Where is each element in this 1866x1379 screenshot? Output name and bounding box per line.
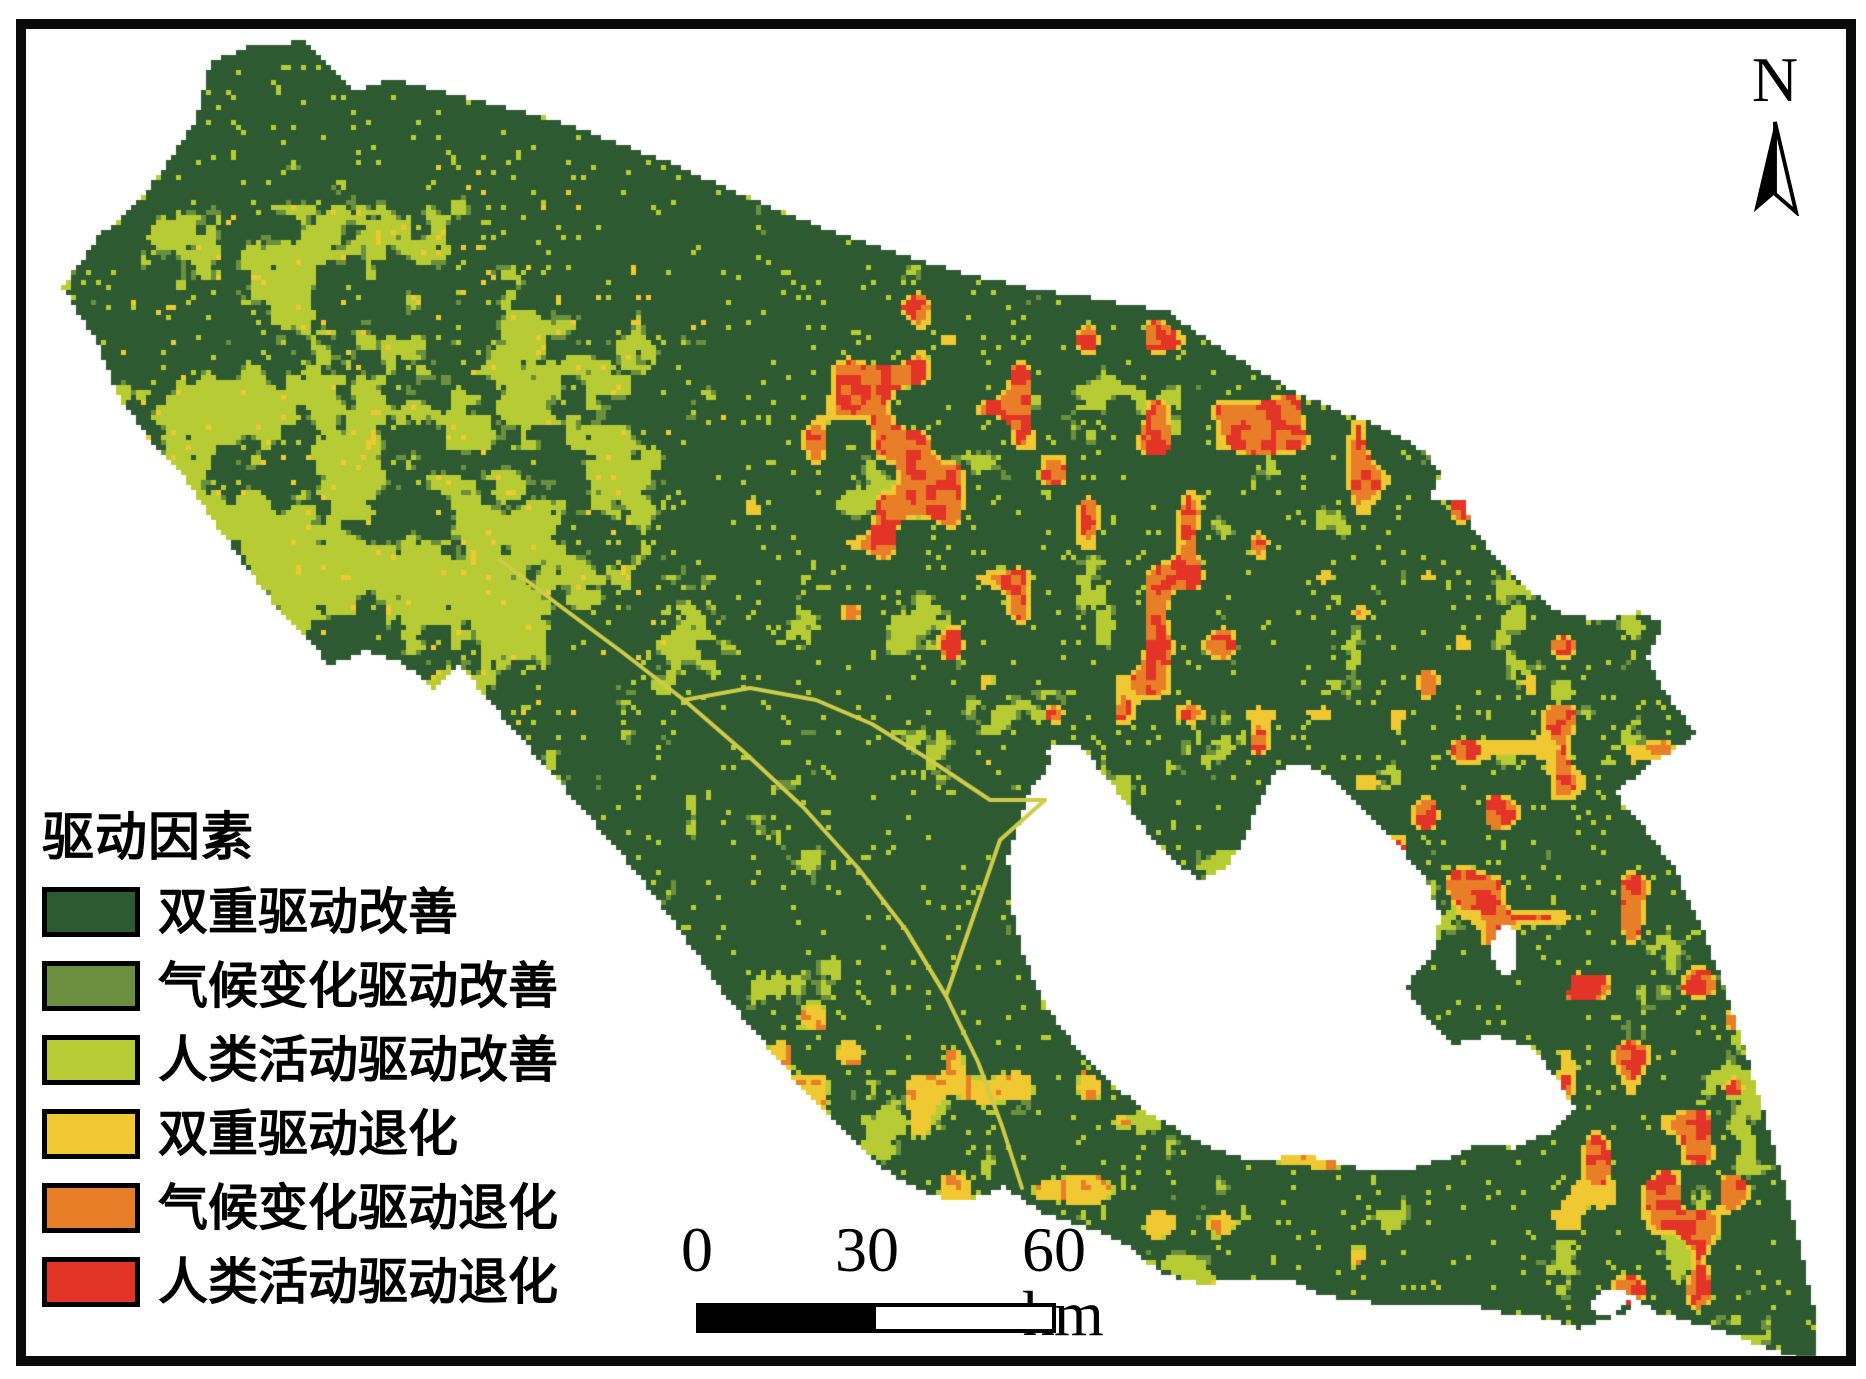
- legend-swatch-orange: [42, 1183, 140, 1234]
- legend-swatch-medium-green: [42, 961, 140, 1012]
- legend-swatch-yellow-green: [42, 1035, 140, 1086]
- legend-swatch-yellow: [42, 1109, 140, 1160]
- legend-item-label: 气候变化驱动改善: [158, 958, 558, 1015]
- legend-item-human-driven-degradation: 人类活动驱动退化: [42, 1254, 558, 1311]
- legend: 驱动因素 双重驱动改善 气候变化驱动改善 人类活动驱动改善 双重驱动退化 气候变…: [42, 810, 558, 1331]
- scale-tick-0: 0: [681, 1214, 713, 1285]
- north-arrow-icon: [1753, 121, 1799, 216]
- legend-item-label: 人类活动驱动改善: [158, 1032, 558, 1089]
- legend-item-dual-driven-improvement: 双重驱动改善: [42, 884, 558, 941]
- legend-item-human-driven-improvement: 人类活动驱动改善: [42, 1032, 558, 1089]
- legend-item-dual-driven-degradation: 双重驱动退化: [42, 1106, 558, 1163]
- north-label: N: [1751, 44, 1799, 115]
- legend-item-climate-driven-improvement: 气候变化驱动改善: [42, 958, 558, 1015]
- map-frame-border: [16, 19, 1856, 1366]
- legend-item-label: 双重驱动改善: [158, 884, 458, 941]
- legend-item-label: 人类活动驱动退化: [158, 1254, 558, 1311]
- north-arrow: N: [1746, 48, 1804, 216]
- legend-title: 驱动因素: [42, 810, 255, 867]
- scale-bar-filled-half: [700, 1307, 876, 1329]
- legend-item-label: 双重驱动退化: [158, 1106, 458, 1163]
- legend-item-label: 气候变化驱动退化: [158, 1180, 558, 1237]
- scale-bar-rule: [696, 1303, 1056, 1333]
- legend-swatch-dark-green: [42, 887, 140, 938]
- legend-swatch-red: [42, 1257, 140, 1308]
- scale-tick-30: 30: [835, 1214, 899, 1285]
- legend-item-climate-driven-degradation: 气候变化驱动退化: [42, 1180, 558, 1237]
